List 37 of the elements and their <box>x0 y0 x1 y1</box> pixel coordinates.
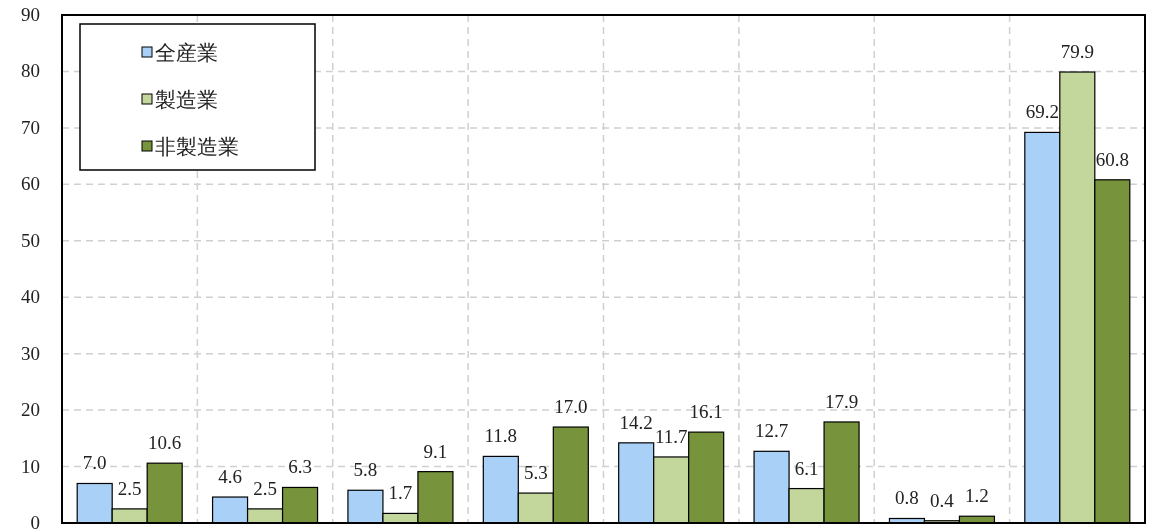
data-label: 6.1 <box>794 457 819 479</box>
data-label: 9.1 <box>423 440 448 462</box>
data-label: 69.2 <box>1025 101 1059 123</box>
data-label: 5.8 <box>353 459 378 481</box>
data-label: 1.7 <box>388 482 413 504</box>
legend-label: 製造業 <box>155 88 218 112</box>
y-tick-label: 30 <box>21 342 40 364</box>
data-label: 60.8 <box>1095 148 1129 170</box>
data-label: 2.5 <box>253 477 277 499</box>
legend-label: 非製造業 <box>155 135 239 159</box>
data-label: 4.6 <box>218 466 242 488</box>
data-label: 1.2 <box>965 485 989 507</box>
data-label: 5.3 <box>523 462 548 484</box>
data-label: 12.7 <box>754 420 789 442</box>
y-tick-label: 80 <box>21 60 40 82</box>
data-label: 0.8 <box>895 487 919 509</box>
data-label: 0.4 <box>930 489 955 511</box>
data-label: 2.5 <box>117 477 142 499</box>
data-label: 16.1 <box>689 401 723 423</box>
data-label: 11.8 <box>484 425 518 447</box>
data-label: 7.0 <box>82 452 107 474</box>
data-label: 11.7 <box>654 425 688 447</box>
y-tick-label: 10 <box>21 455 40 477</box>
data-label: 6.3 <box>288 456 312 478</box>
y-tick-label: 90 <box>21 4 40 25</box>
y-tick-label: 50 <box>21 229 40 251</box>
y-tick-label: 20 <box>21 399 40 421</box>
data-label: 14.2 <box>619 411 653 433</box>
y-tick-label: 70 <box>21 116 40 138</box>
y-tick-label: 60 <box>21 173 40 195</box>
data-label: 79.9 <box>1060 41 1094 63</box>
legend-label: 全産業 <box>155 41 218 65</box>
y-tick-label: 0 <box>30 512 40 532</box>
y-tick-label: 40 <box>21 286 40 308</box>
data-label: 10.6 <box>148 432 182 454</box>
data-label: 17.0 <box>554 396 588 418</box>
data-label: 17.9 <box>824 390 859 412</box>
